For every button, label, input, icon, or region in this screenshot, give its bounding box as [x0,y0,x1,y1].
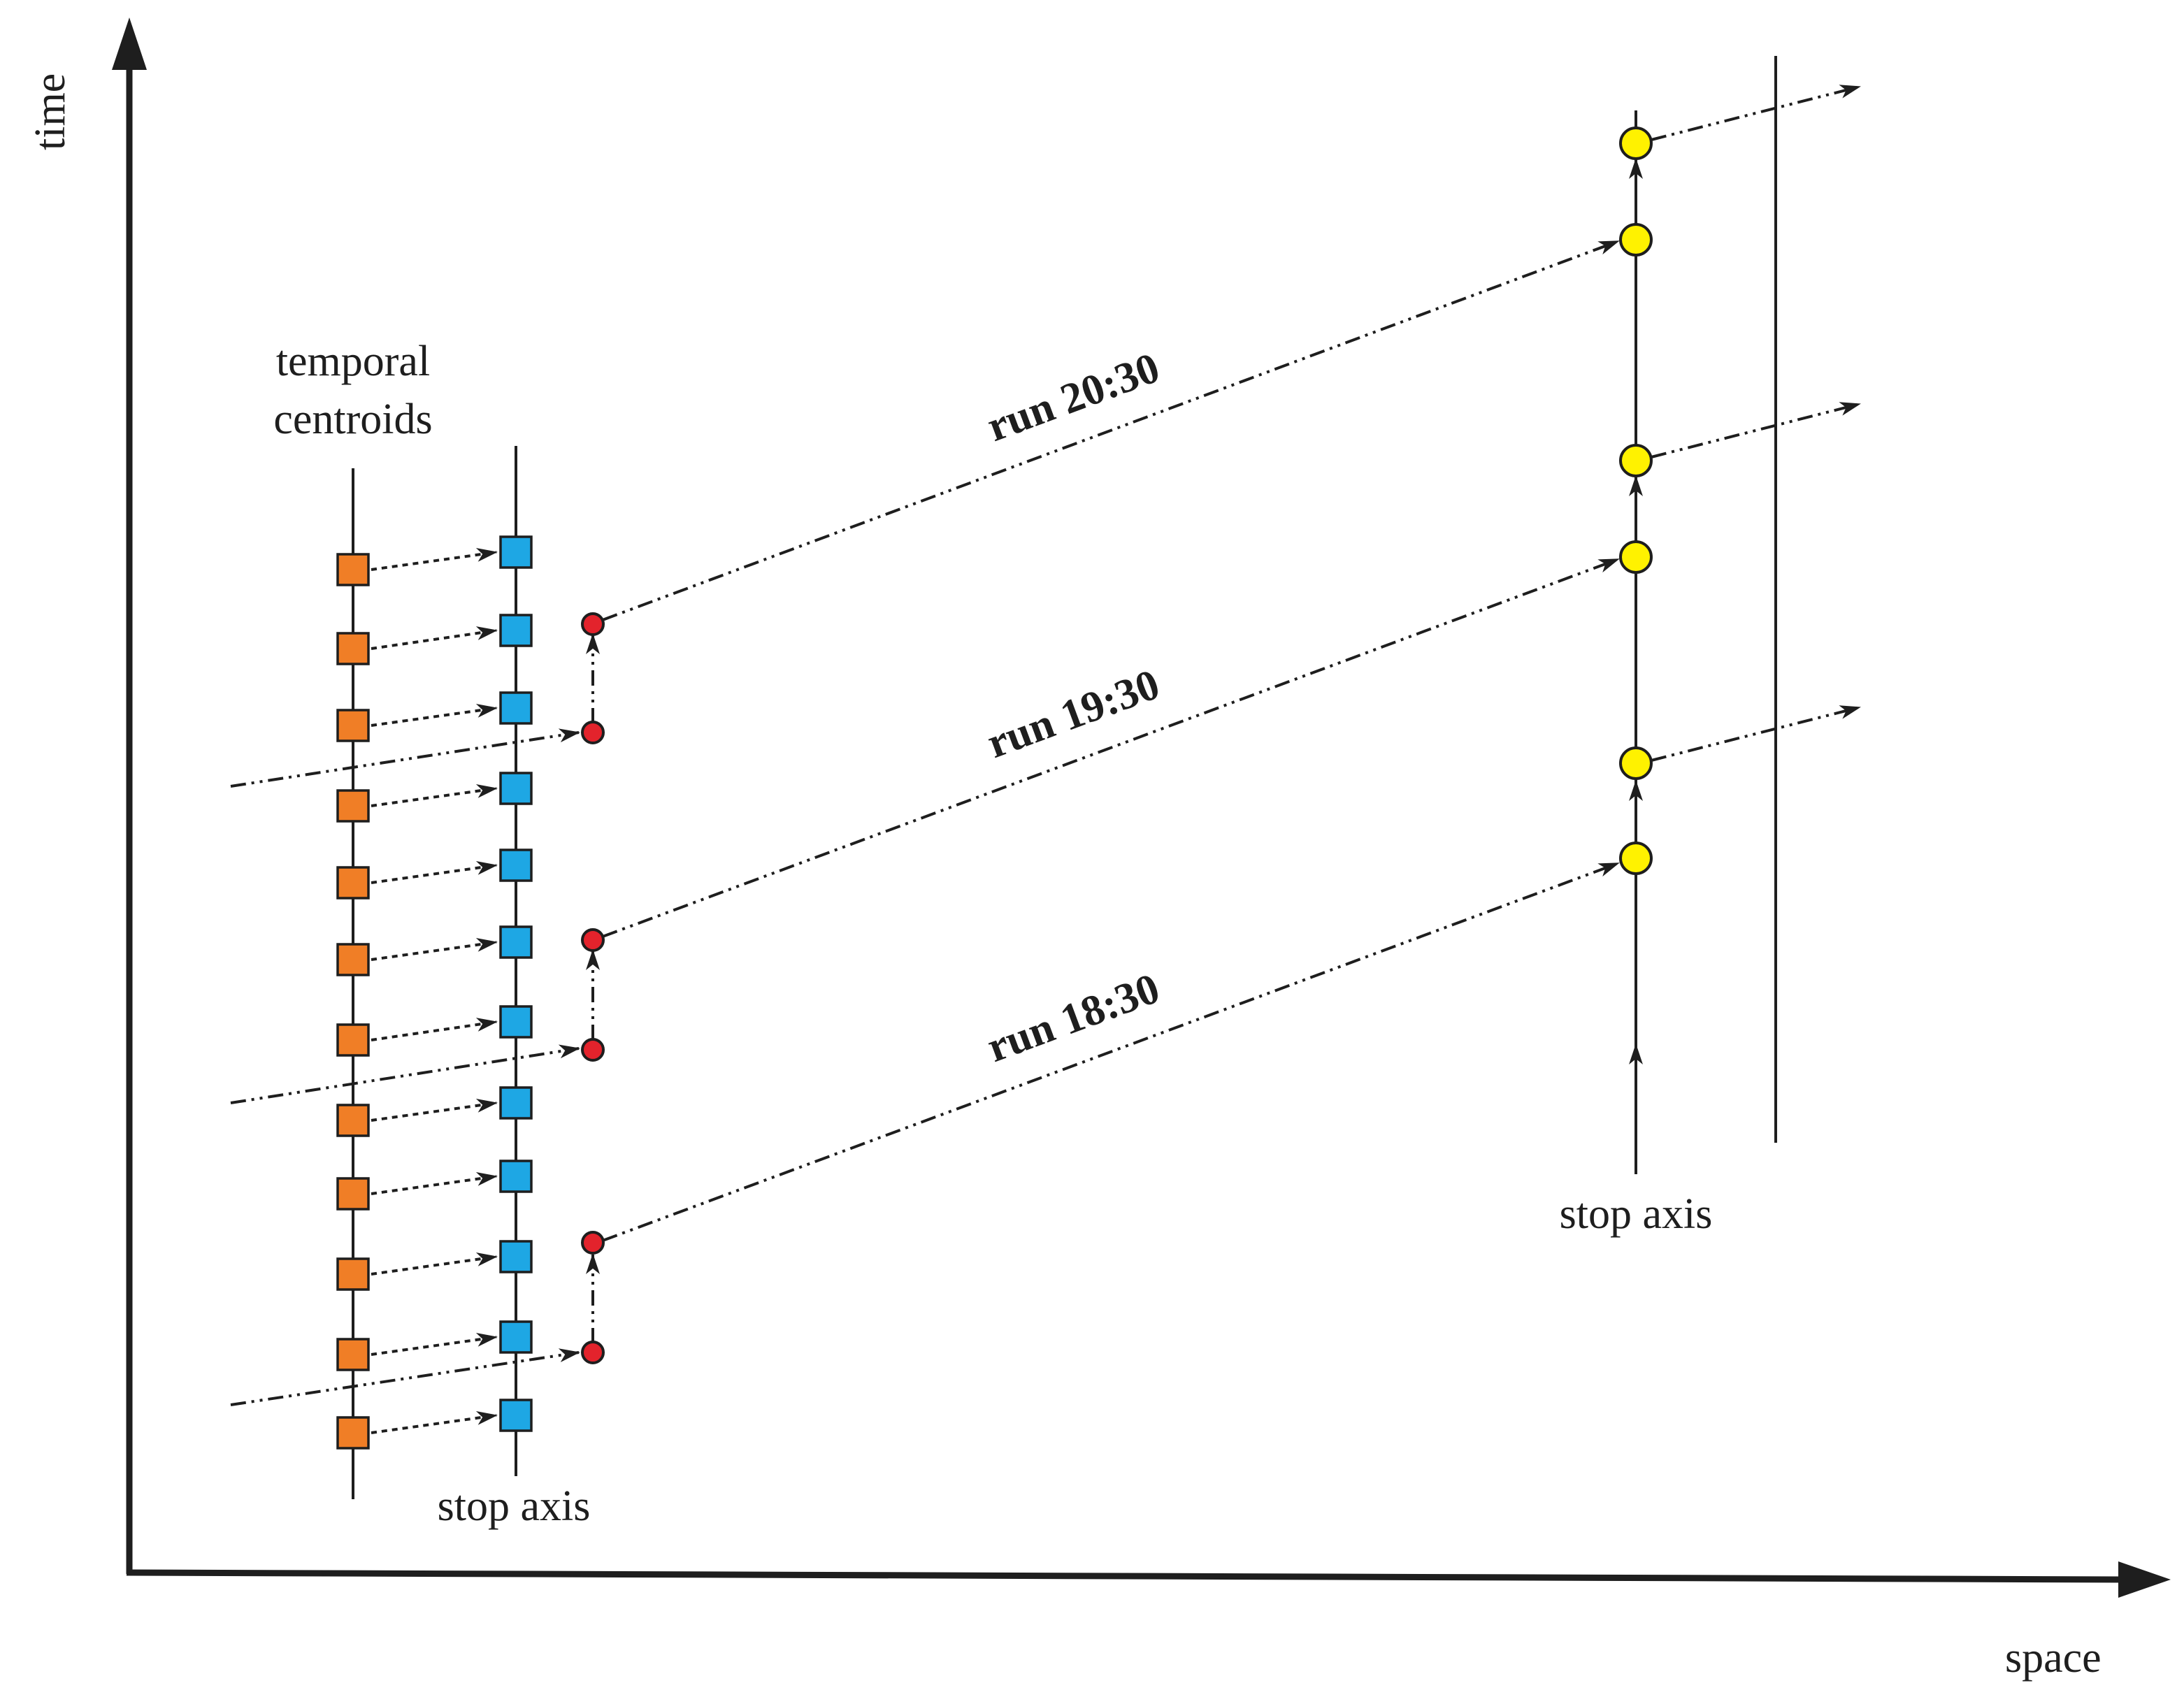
stop-square [499,1005,533,1039]
outgoing-line-2030 [1651,85,1861,141]
centroid-to-stop-arrow [371,937,498,961]
stop-square [499,848,533,882]
temporal-centroid-square [336,1177,370,1211]
outgoing-line-1830 [1651,705,1861,762]
temporal-centroid-square [336,1416,370,1450]
centroid-to-stop-arrow [371,1171,498,1195]
arrival-point-1930-arr [1619,540,1653,574]
centroid-to-stop-arrow [371,547,498,571]
departure-points [581,612,605,1364]
arrival-point-1830-arr [1619,842,1653,875]
time-axis-arrowhead [112,17,147,70]
temporal-centroid-square [336,632,370,665]
space-axis [126,1569,2126,1583]
temporal-centroids-label-line1: temporal [276,338,430,385]
stop-square [499,614,533,647]
departure-point-1930-dep [581,928,605,952]
centroid-to-stop-arrow [371,1252,498,1276]
run-lines [602,240,1620,1242]
outgoing-line-1930 [1651,402,1861,458]
centroid-to-stop-arrow [371,1018,498,1041]
outgoing-run-lines [1651,85,1861,762]
temporal-centroid-square [336,553,370,586]
departure-point-1830-arr [581,1341,605,1364]
run-label-1930: run 19:30 [981,660,1165,767]
temporal-centroid-square [336,866,370,900]
arrival-points [1619,127,1653,875]
stop-square [499,925,533,959]
centroid-to-stop-arrow [371,1098,498,1122]
temporal-centroid-square [336,709,370,742]
centroid-to-stop-arrow [371,1410,498,1434]
incoming-line-1830 [230,1348,580,1406]
arrival-point-1930-dep [1619,444,1653,477]
space-axis-label: space [2005,1634,2102,1682]
temporal-centroid-square [336,1257,370,1291]
stop-axis-right-label: stop axis [1560,1190,1713,1238]
temporal-centroid-square [336,1023,370,1057]
run-label-1830: run 18:30 [981,965,1165,1071]
temporal-centroid-square [336,1338,370,1371]
departure-point-2030-arr [581,721,605,744]
centroid-to-stop-arrow [371,703,498,727]
temporal-centroid-square [336,789,370,823]
departure-point-2030-dep [581,612,605,636]
centroid-stop-rows [336,535,533,1450]
temporal-centroids-label-line2: centroids [273,396,432,443]
arrival-point-2030-arr [1619,223,1653,257]
time-axis-label: time [27,73,74,150]
arrival-point-2030-dep [1619,127,1653,160]
run-label-2030: run 20:30 [981,344,1165,451]
run-line-1830 [602,862,1620,1242]
temporal-centroid-square [336,943,370,976]
centroid-to-stop-arrow [371,860,498,884]
run-line-2030 [602,240,1620,621]
incoming-line-1930 [230,1044,580,1104]
temporal-centroid-square [336,1104,370,1137]
incoming-run-lines [230,728,580,1406]
run-line-1930 [602,558,1620,938]
stop-square [499,1320,533,1354]
stop-square [499,691,533,725]
stop-square [499,1240,533,1273]
stop-square [499,1160,533,1193]
stop-square [499,772,533,805]
arrival-point-1830-dep [1619,746,1653,780]
centroid-to-stop-arrow [371,783,498,807]
centroid-to-stop-arrow [371,1332,498,1356]
centroid-to-stop-arrow [371,626,498,650]
stop-square [499,1086,533,1120]
departure-point-1830-dep [581,1231,605,1255]
stop-square [499,535,533,569]
stop-axis-left-label: stop axis [438,1482,591,1530]
space-axis-arrowhead [2118,1561,2171,1598]
departure-point-1930-arr [581,1038,605,1062]
stop-square [499,1399,533,1432]
